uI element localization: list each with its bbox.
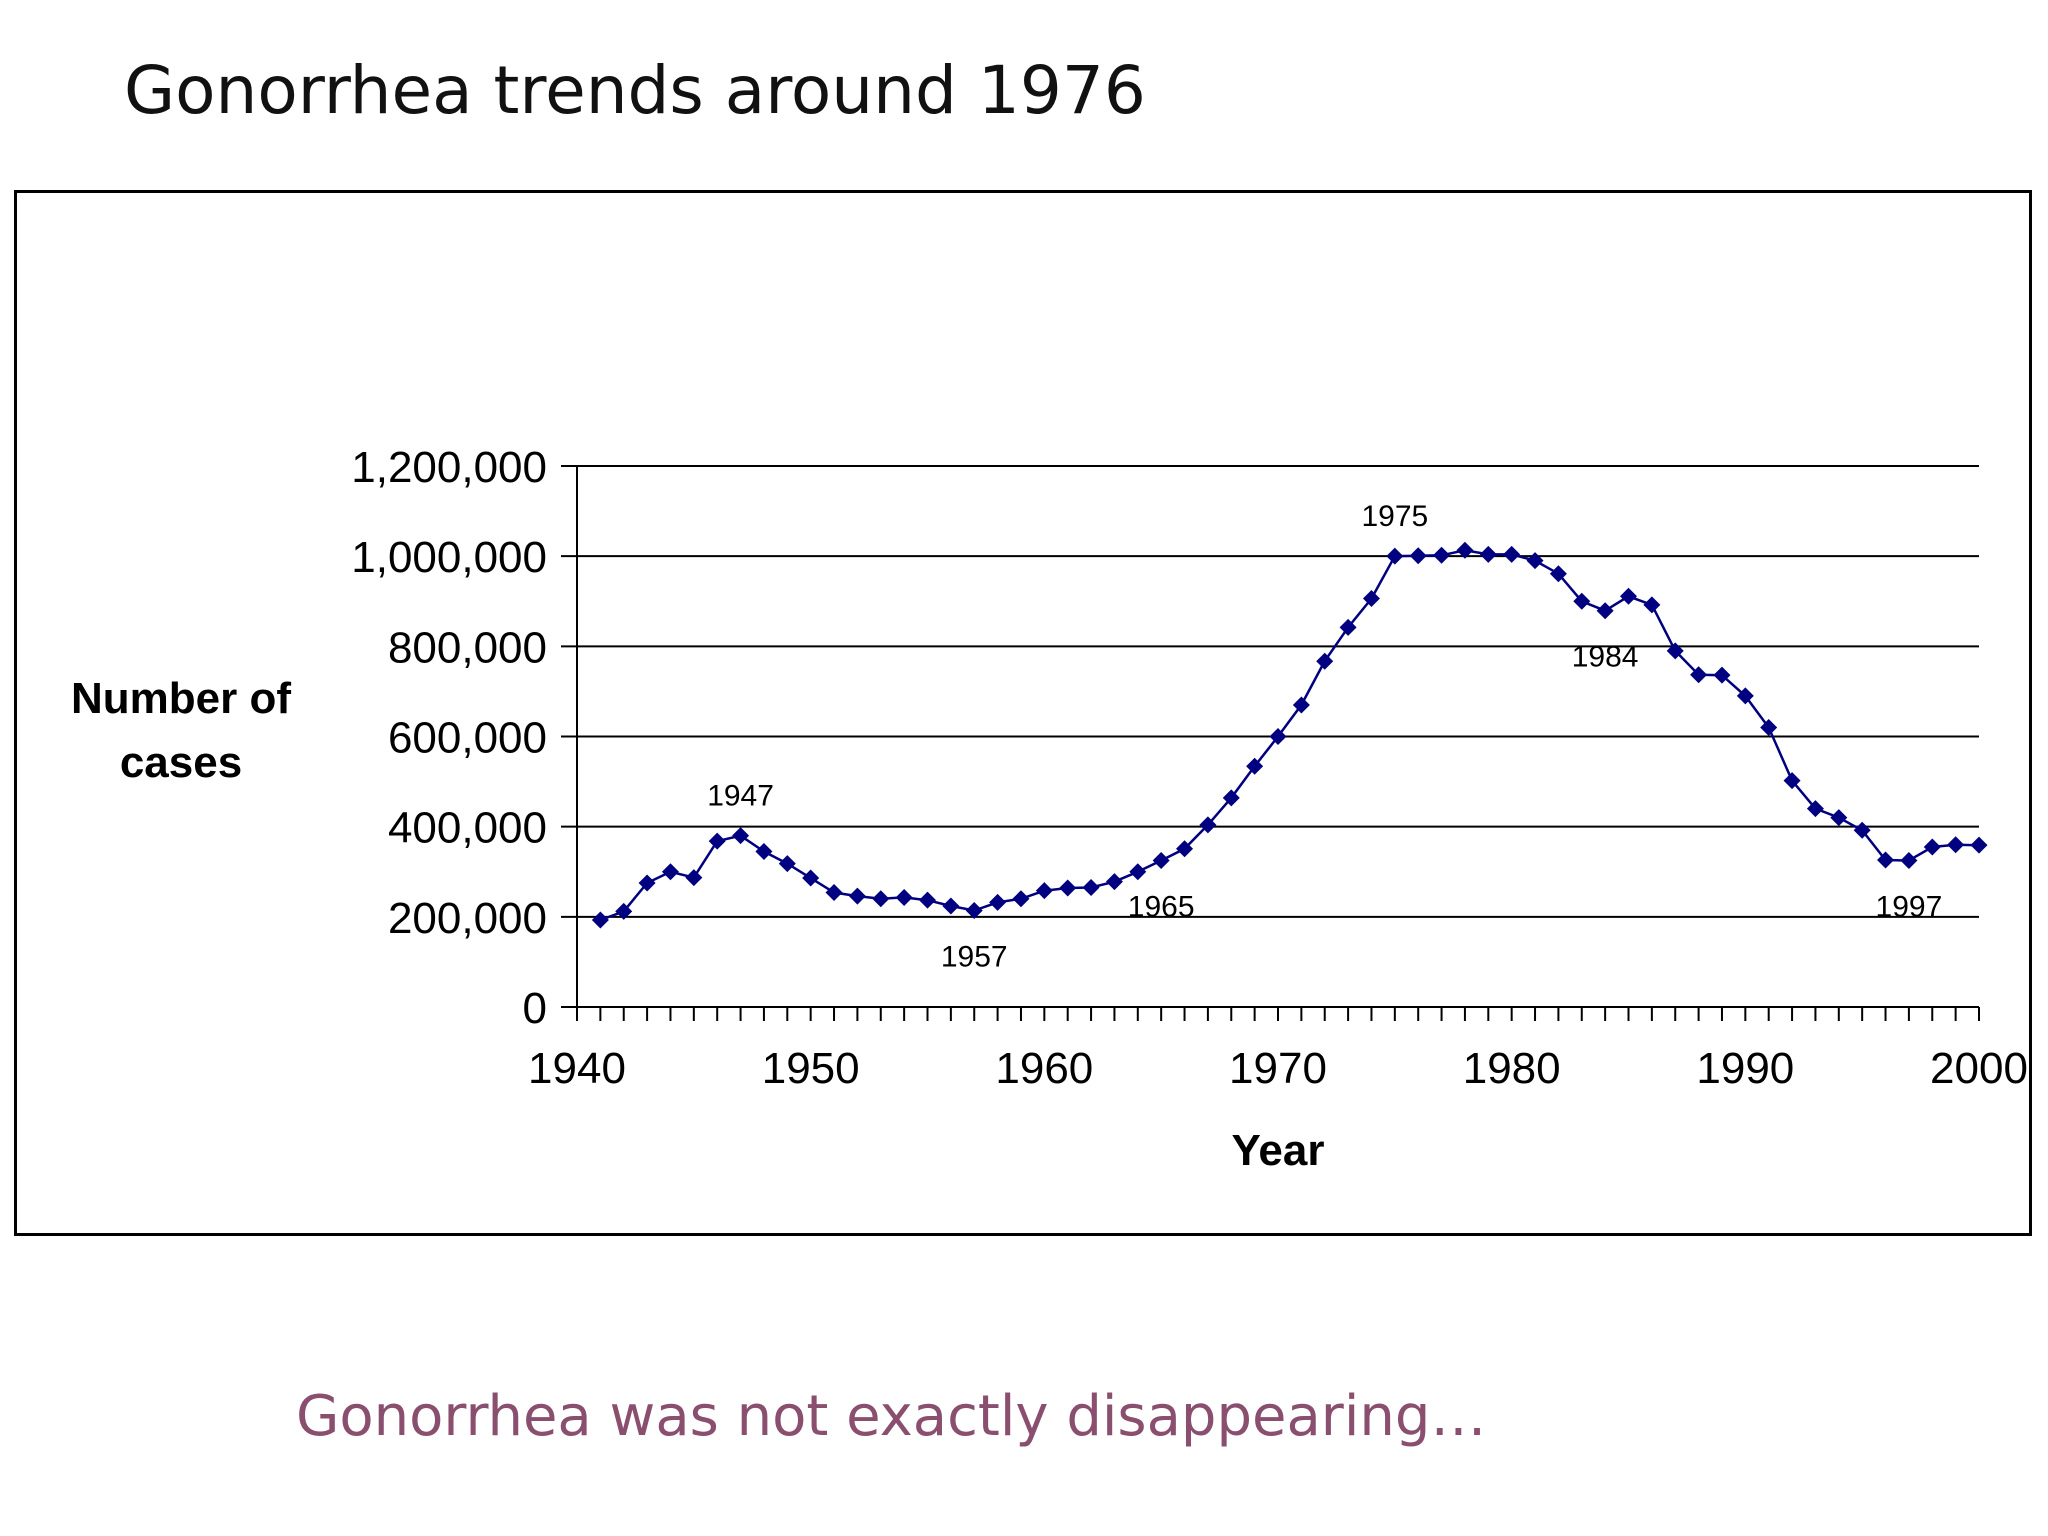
- y-tick-label: 0: [523, 984, 547, 1033]
- data-point: [1923, 838, 1941, 856]
- data-point: [1199, 816, 1217, 834]
- data-point: [802, 869, 820, 887]
- data-point: [1433, 546, 1451, 564]
- data-point: [1853, 821, 1871, 839]
- data-point: [1456, 541, 1474, 559]
- data-point: [1292, 696, 1310, 714]
- data-point: [989, 893, 1007, 911]
- data-point: [1666, 642, 1684, 660]
- data-point: [1526, 552, 1544, 570]
- y-tick-label: 600,000: [388, 714, 547, 763]
- slide-title: Gonorrhea trends around 1976: [124, 52, 1146, 129]
- data-point: [1012, 890, 1030, 908]
- data-point: [732, 827, 750, 845]
- series-line: [599, 549, 1980, 922]
- data-point: [1316, 652, 1334, 670]
- data-point: [895, 888, 913, 906]
- data-point: [872, 890, 890, 908]
- data-point: [1947, 836, 1965, 854]
- data-point: [1269, 728, 1287, 745]
- annotation-label: 1997: [1876, 890, 1943, 923]
- data-point: [942, 897, 960, 915]
- data-point: [1830, 809, 1848, 827]
- x-tick-label: 1940: [528, 1044, 626, 1093]
- x-axis-title: Year: [1232, 1126, 1325, 1175]
- data-point: [615, 902, 633, 920]
- data-point: [1152, 851, 1170, 869]
- data-point: [1970, 836, 1988, 854]
- x-tick-label: 2000: [1930, 1044, 2028, 1093]
- data-point: [1900, 851, 1918, 869]
- data-point: [778, 855, 796, 873]
- data-point: [825, 883, 843, 901]
- data-point: [919, 891, 936, 909]
- data-point: [1573, 592, 1591, 610]
- data-point: [1386, 547, 1404, 565]
- data-point: [1713, 666, 1731, 684]
- data-point: [1129, 863, 1147, 881]
- x-tick-label: 1960: [995, 1044, 1093, 1093]
- data-point: [591, 911, 609, 929]
- data-point: [1620, 587, 1637, 605]
- line-chart: 0 200,000 400,000 600,000 800,000 1,000,000 1,…: [71, 443, 2028, 1175]
- data-point: [708, 832, 726, 850]
- x-tick-label: 1980: [1463, 1044, 1561, 1093]
- data-point: [638, 874, 656, 892]
- data-point: [1339, 618, 1357, 636]
- data-point: [1690, 666, 1708, 684]
- annotation-label: 1984: [1572, 641, 1639, 674]
- data-point: [755, 842, 773, 860]
- data-point: [1596, 602, 1614, 620]
- data-point: [1806, 800, 1824, 818]
- chart-frame: 0 200,000 400,000 600,000 800,000 1,000,000 1,…: [14, 190, 2032, 1236]
- y-tick-label: 1,200,000: [351, 443, 547, 492]
- data-point: [965, 902, 983, 920]
- annotation-label: 1965: [1128, 890, 1195, 923]
- data-point: [1059, 879, 1077, 897]
- x-tick-label: 1990: [1696, 1044, 1794, 1093]
- data-point: [1736, 687, 1754, 705]
- y-axis-title-line: cases: [120, 738, 242, 787]
- y-axis-title-line: Number of: [71, 674, 291, 723]
- data-point: [1362, 590, 1380, 608]
- y-tick-label: 400,000: [388, 804, 547, 853]
- x-tick-label: 1950: [762, 1044, 860, 1093]
- slide-subtitle: Gonorrhea was not exactly disappearing…: [296, 1384, 1487, 1449]
- data-point: [1503, 545, 1521, 563]
- data-point: [1479, 545, 1497, 563]
- data-point: [1877, 851, 1895, 869]
- data-point: [1760, 718, 1778, 736]
- y-tick-label: 800,000: [388, 623, 547, 672]
- data-point: [685, 869, 703, 887]
- data-point: [1035, 882, 1053, 900]
- data-point: [1409, 547, 1427, 565]
- y-tick-label: 1,000,000: [351, 533, 547, 582]
- data-point: [1783, 772, 1801, 790]
- data-point: [1105, 873, 1123, 891]
- data-point: [1549, 565, 1567, 583]
- y-tick-label: 200,000: [388, 894, 547, 943]
- data-point: [661, 863, 679, 881]
- data-point: [1082, 879, 1100, 897]
- annotation-label: 1975: [1361, 500, 1428, 533]
- data-point: [1222, 789, 1240, 807]
- data-point: [1246, 757, 1264, 775]
- data-point: [1176, 840, 1194, 858]
- x-tick-label: 1970: [1229, 1044, 1327, 1093]
- data-point: [1643, 596, 1661, 614]
- data-point: [848, 887, 866, 905]
- annotation-label: 1947: [707, 780, 774, 813]
- annotation-label: 1957: [941, 941, 1008, 974]
